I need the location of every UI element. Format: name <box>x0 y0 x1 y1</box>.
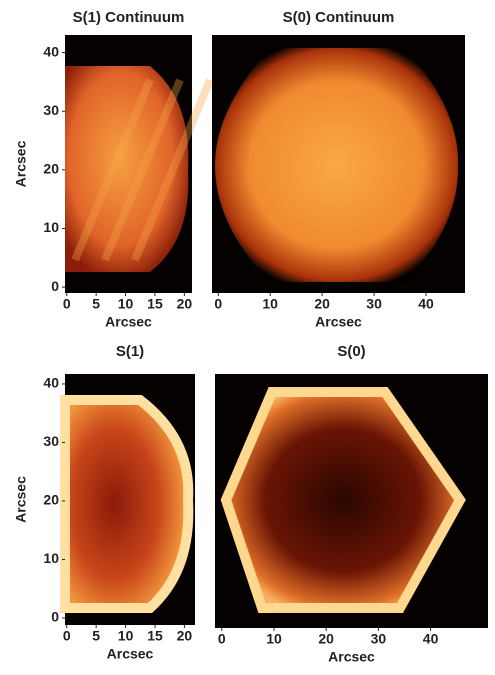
heatmap-panel <box>212 35 465 293</box>
x-tick-label: 40 <box>423 631 439 647</box>
heatmap-panel <box>215 374 488 628</box>
emission-ring <box>65 400 188 608</box>
panel-title: S(0) <box>337 343 365 360</box>
x-tick-label: 20 <box>318 631 334 647</box>
figure: S(1) Continuum 0 5 10 15 20 0 10 20 30 40 Arcsec Arc… <box>0 0 495 675</box>
x-tick-label: 0 <box>218 631 226 647</box>
y-axis-label: Arcsec <box>13 476 29 523</box>
y-tick-label: 20 <box>43 161 59 177</box>
x-tick-label: 0 <box>63 296 71 312</box>
x-axis-label: Arcsec <box>328 649 375 665</box>
x-tick-label: 5 <box>92 296 100 312</box>
x-axis-label: Arcsec <box>105 314 152 330</box>
heatmap-panel <box>65 35 210 293</box>
y-tick-label: 0 <box>51 278 59 294</box>
x-tick-label: 30 <box>371 631 387 647</box>
x-tick-label: 20 <box>177 296 193 312</box>
panel-title: S(1) <box>116 343 144 360</box>
heatmap-panel <box>65 374 195 625</box>
x-tick-label: 10 <box>262 296 278 312</box>
x-tick-label: 0 <box>63 628 71 644</box>
x-tick-label: 10 <box>266 631 282 647</box>
y-tick-label: 30 <box>43 433 59 449</box>
x-tick-label: 5 <box>92 628 100 644</box>
x-axis-label: Arcsec <box>107 646 154 662</box>
y-tick-label: 0 <box>51 609 59 625</box>
x-tick-label: 40 <box>418 296 434 312</box>
x-tick-label: 0 <box>214 296 222 312</box>
y-tick-label: 30 <box>43 102 59 118</box>
panel-title: S(0) Continuum <box>283 9 395 26</box>
y-tick-label: 40 <box>43 375 59 391</box>
x-tick-label: 20 <box>177 628 193 644</box>
x-axis-label: Arcsec <box>315 314 362 330</box>
y-tick-label: 20 <box>43 492 59 508</box>
y-axis-label: Arcsec <box>13 140 29 187</box>
x-tick-label: 10 <box>118 628 134 644</box>
panel-title: S(1) Continuum <box>73 9 185 26</box>
y-tick-label: 40 <box>43 43 59 59</box>
emission-region <box>215 48 458 282</box>
x-tick-label: 20 <box>314 296 330 312</box>
y-tick-label: 10 <box>43 219 59 235</box>
y-tick-label: 10 <box>43 550 59 566</box>
x-tick-label: 15 <box>147 628 163 644</box>
x-tick-label: 10 <box>118 296 134 312</box>
x-tick-label: 15 <box>147 296 163 312</box>
x-tick-label: 30 <box>366 296 382 312</box>
